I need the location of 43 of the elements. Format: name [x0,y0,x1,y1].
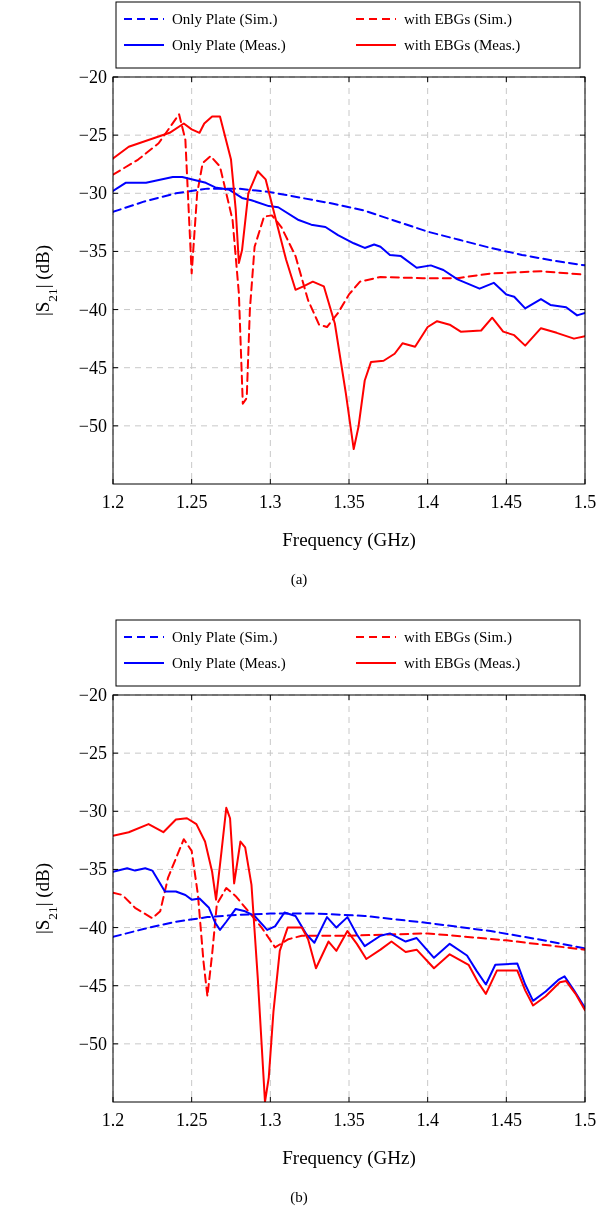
x-axis-title: Frequency (GHz) [282,1147,416,1169]
legend-label: Only Plate (Sim.) [172,11,278,28]
x-tick-label: 1.2 [101,1110,125,1130]
y-tick-label: −40 [78,299,107,320]
legend-label: with EBGs (Sim.) [404,629,512,646]
y-tick-label: −35 [78,241,107,262]
y-tick-label: −30 [78,801,107,822]
x-tick-label: 1.4 [416,1110,439,1130]
legend-label: with EBGs (Sim.) [404,11,512,28]
x-axis-title: Frequency (GHz) [282,529,416,551]
y-tick-label: −40 [78,917,107,938]
x-tick-label: 1.5 [573,492,597,512]
x-tick-label: 1.25 [175,1110,208,1130]
y-tick-label: −25 [78,125,107,146]
x-tick-label: 1.2 [101,492,125,512]
y-tick-label: −30 [78,183,107,204]
text: (b) [290,1189,308,1206]
y-tick-label: −25 [78,743,107,764]
legend-label: Only Plate (Meas.) [172,655,286,672]
y-tick-label: −50 [78,415,107,436]
y-tick-label: −50 [78,1033,107,1054]
x-tick-label: 1.25 [175,492,208,512]
line-series [113,867,585,1009]
x-tick-label: 1.3 [259,1110,282,1130]
legend-label: Only Plate (Sim.) [172,629,278,646]
x-tick-label: 1.35 [333,1110,365,1130]
line-series [113,806,585,1102]
y-tick-label: −45 [78,975,107,996]
y-tick-label: −45 [78,357,107,378]
x-tick-label: 1.35 [333,492,365,512]
y-tick-label: −20 [78,685,107,705]
legend-label: Only Plate (Meas.) [172,37,286,54]
legend-label: with EBGs (Meas.) [404,655,521,672]
y-tick-label: −35 [78,859,107,880]
x-tick-label: 1.4 [416,492,439,512]
legend-label: with EBGs (Meas.) [404,37,521,54]
y-tick-label: −20 [78,67,107,87]
x-tick-label: 1.5 [573,1110,597,1130]
text: (a) [290,571,308,588]
x-tick-label: 1.3 [259,492,282,512]
line-series [113,176,585,317]
x-tick-label: 1.45 [490,1110,523,1130]
x-tick-label: 1.45 [490,492,523,512]
